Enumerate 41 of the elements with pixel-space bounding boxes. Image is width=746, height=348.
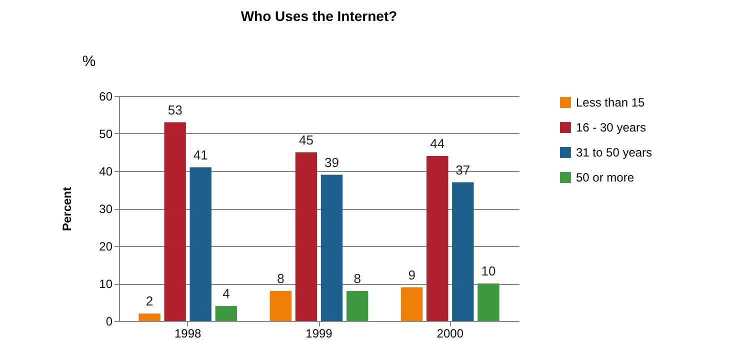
data-label: 8 (354, 271, 361, 286)
y-tick-label: 40 (99, 164, 113, 178)
legend-label: 31 to 50 years (576, 146, 652, 160)
y-tick-label: 20 (99, 240, 113, 254)
y-tick-label: 50 (99, 127, 113, 141)
data-label: 2 (146, 294, 154, 308)
bar (426, 156, 448, 321)
data-label: 8 (277, 271, 284, 286)
bar (452, 182, 474, 321)
chart-title: Who Uses the Internet? (240, 8, 398, 24)
x-tick-label: 2000 (436, 326, 464, 340)
data-label: 9 (408, 267, 416, 282)
bar (270, 291, 292, 321)
y-tick-label: 60 (99, 90, 113, 104)
bar (164, 122, 186, 321)
legend-label: 50 or more (576, 170, 634, 184)
bar (190, 167, 212, 321)
data-label: 53 (168, 102, 182, 118)
y-tick-label: 30 (99, 202, 113, 216)
bar (295, 152, 318, 321)
bar (320, 174, 343, 321)
legend-label: Less than 15 (576, 96, 646, 110)
data-label: 41 (193, 147, 208, 162)
data-label: 10 (481, 264, 496, 278)
data-label: 44 (430, 136, 445, 151)
bar (138, 314, 160, 321)
data-label: 4 (222, 286, 230, 301)
legend-label: 16 - 30 years (576, 120, 646, 134)
y-axis-title: Percent (60, 186, 74, 232)
data-label: 39 (324, 154, 340, 170)
bar (215, 306, 238, 321)
bar (346, 291, 368, 321)
y-tick-label: 0 (106, 314, 113, 328)
bar (400, 287, 423, 321)
x-tick-label: 1999 (306, 326, 333, 340)
data-label: 37 (456, 162, 470, 178)
text: % (82, 53, 96, 70)
bar (478, 284, 500, 321)
x-tick-label: 1998 (174, 326, 202, 340)
y-tick-label: 10 (99, 277, 113, 291)
data-label: 45 (298, 132, 314, 148)
